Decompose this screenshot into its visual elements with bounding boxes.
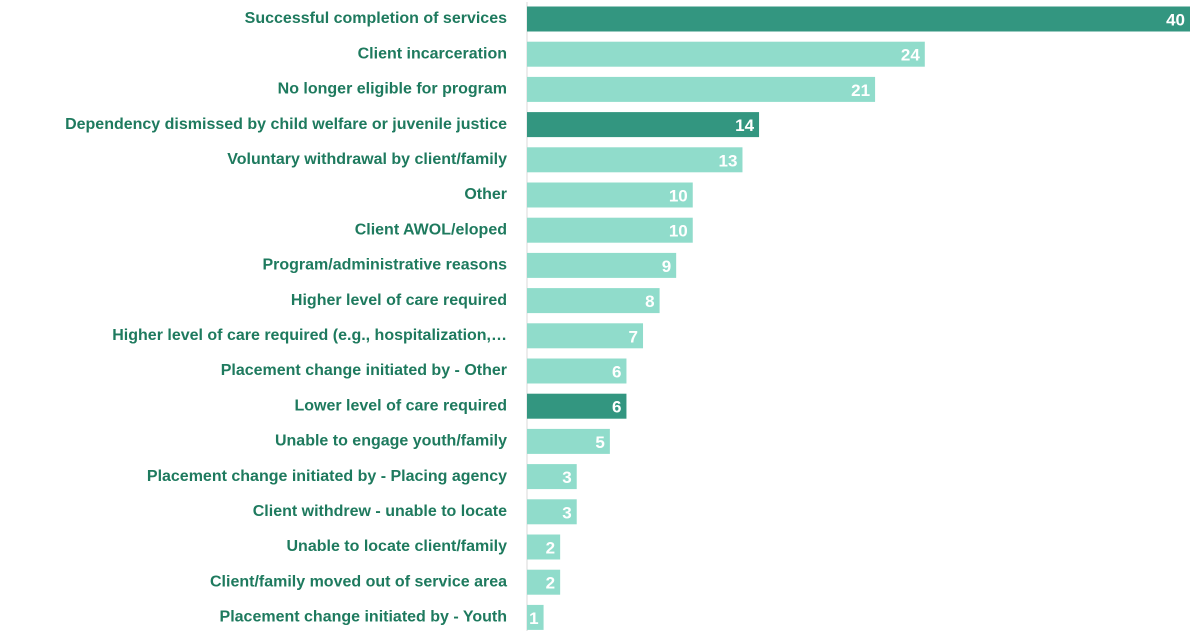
category-label: Successful completion of services: [245, 10, 507, 27]
value-label: 21: [851, 81, 870, 100]
category-label: Voluntary withdrawal by client/family: [227, 151, 507, 168]
bar: [527, 358, 627, 384]
category-label: Placement change initiated by - Other: [221, 362, 507, 379]
category-label: Program/administrative reasons: [262, 257, 507, 274]
value-label: 8: [645, 292, 654, 311]
value-label: 24: [901, 46, 920, 65]
category-label: Higher level of care required (e.g., hos…: [112, 327, 507, 344]
value-label: 40: [1166, 10, 1185, 29]
value-label: 6: [612, 398, 621, 417]
value-label: 10: [669, 186, 688, 205]
bar: [527, 147, 743, 173]
category-label: Placement change initiated by - Placing …: [147, 468, 507, 485]
bar: [527, 604, 544, 630]
value-label: 10: [669, 222, 688, 241]
category-label: Client AWOL/eloped: [355, 221, 507, 238]
value-label: 5: [595, 433, 604, 452]
category-label: Other: [464, 186, 507, 203]
category-label: Unable to locate client/family: [287, 538, 508, 555]
bar: [527, 464, 577, 490]
bar: [527, 76, 876, 102]
bar: [527, 6, 1190, 32]
value-label: 2: [546, 574, 555, 593]
value-label: 13: [719, 151, 738, 170]
bar: [527, 428, 610, 454]
bar: [527, 288, 660, 314]
value-label: 14: [735, 116, 754, 135]
value-label: 2: [546, 538, 555, 557]
category-label: Dependency dismissed by child welfare or…: [65, 116, 507, 133]
category-label: Higher level of care required: [291, 292, 507, 309]
bar: [527, 217, 693, 243]
bar: [527, 569, 561, 595]
bar: [527, 41, 925, 67]
bar: [527, 252, 677, 278]
bar: [527, 112, 760, 138]
category-label: Lower level of care required: [294, 397, 507, 414]
bar: [527, 182, 693, 208]
category-label: No longer eligible for program: [278, 81, 507, 98]
bar: [527, 499, 577, 525]
value-label: 3: [562, 468, 571, 487]
value-label: 9: [662, 257, 671, 276]
value-label: 3: [562, 503, 571, 522]
category-label: Client withdrew - unable to locate: [253, 503, 507, 520]
category-label: Client incarceration: [358, 45, 507, 62]
value-label: 1: [529, 609, 538, 628]
category-label: Placement change initiated by - Youth: [220, 609, 507, 626]
bar: [527, 393, 627, 419]
category-label: Client/family moved out of service area: [210, 573, 507, 590]
category-label: Unable to engage youth/family: [275, 433, 507, 450]
bar: [527, 534, 561, 560]
value-label: 7: [629, 327, 638, 346]
bar: [527, 323, 644, 349]
value-label: 6: [612, 362, 621, 381]
